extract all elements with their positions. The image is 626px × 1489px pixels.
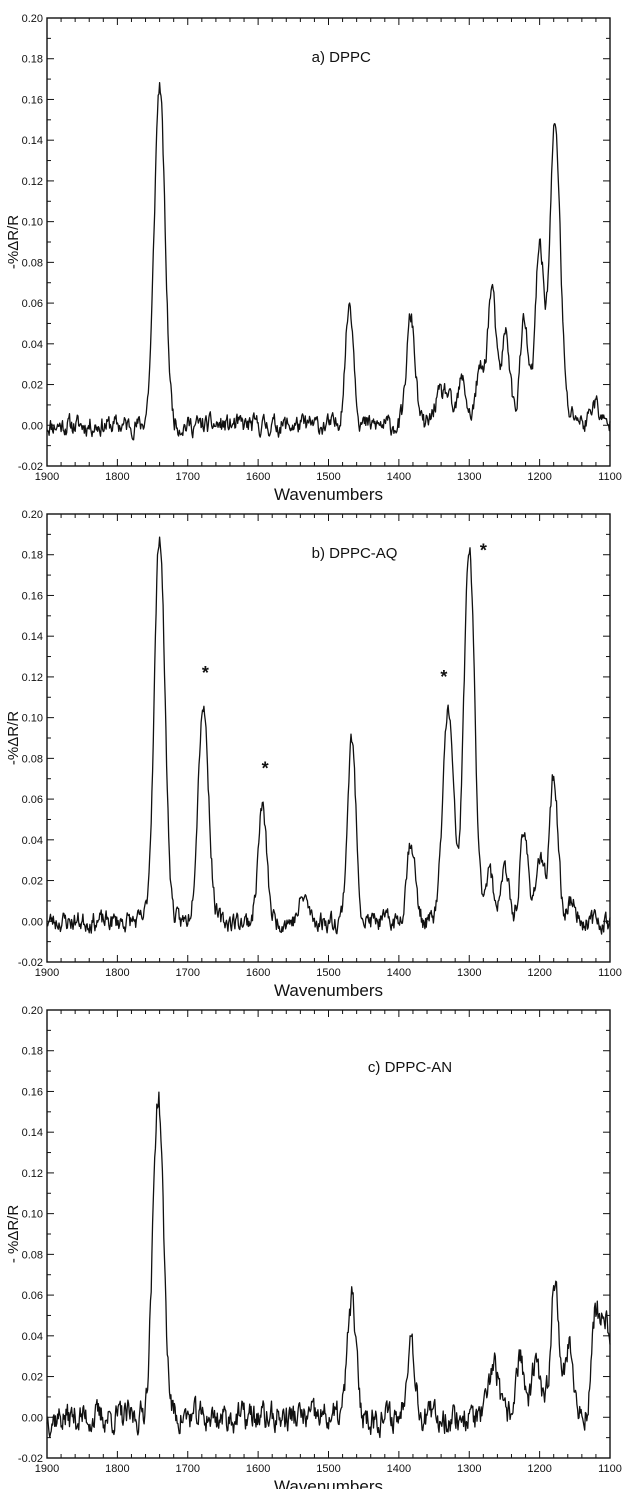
y-tick-label: 0.20 bbox=[22, 1005, 43, 1017]
plot-frame bbox=[46, 513, 611, 963]
x-tick-label: 1600 bbox=[246, 1463, 270, 1475]
y-tick-label: 0.04 bbox=[22, 1331, 43, 1343]
y-tick-label: 0.12 bbox=[22, 1168, 43, 1180]
y-tick-label: 0.14 bbox=[22, 1127, 43, 1139]
chart-a: -0.02 0.00 0.02 0.04 0.06 0.08 0.10 0.12 0.14 0.1… bbox=[5, 13, 622, 504]
x-axis-label: Wavenumbers bbox=[274, 981, 383, 1000]
y-tick-label: 0.02 bbox=[22, 876, 43, 888]
spectrum-line bbox=[46, 82, 611, 441]
y-axis-label: - %ΔR/R bbox=[5, 1205, 22, 1264]
x-tick-label: 1600 bbox=[246, 471, 270, 483]
x-axis-label: Wavenumbers bbox=[274, 1477, 383, 1489]
x-tick-label: 1200 bbox=[527, 967, 551, 979]
chart-panel-a: -0.02 0.00 0.02 0.04 0.06 0.08 0.10 0.12 0.14 0.1… bbox=[0, 0, 626, 504]
panel-title: c) DPPC-AN bbox=[368, 1059, 452, 1076]
y-tick-label: 0.20 bbox=[22, 13, 43, 25]
y-tick-label: -0.02 bbox=[18, 1453, 43, 1465]
y-tick-label: 0.08 bbox=[22, 257, 43, 269]
y-tick-label: 0.16 bbox=[22, 590, 43, 602]
x-tick-label: 1600 bbox=[246, 967, 270, 979]
x-tick-label: 1300 bbox=[457, 967, 481, 979]
y-tick-label: 0.02 bbox=[22, 1372, 43, 1384]
spectrum-line bbox=[46, 536, 611, 935]
y-tick-label: 0.02 bbox=[22, 380, 43, 392]
y-tick-label: 0.16 bbox=[22, 1086, 43, 1098]
chart-c: -0.02 0.00 0.02 0.04 0.06 0.08 0.10 0.12 0.14 0.1… bbox=[5, 1005, 622, 1489]
y-tick-label: 0.10 bbox=[22, 217, 43, 229]
x-tick-label: 1400 bbox=[387, 1463, 411, 1475]
y-tick-label: 0.08 bbox=[22, 1249, 43, 1261]
annotation-star: * bbox=[440, 667, 447, 687]
x-tick-label: 1400 bbox=[387, 967, 411, 979]
y-tick-label: 0.08 bbox=[22, 753, 43, 765]
x-tick-label: 1200 bbox=[527, 1463, 551, 1475]
y-tick-label: 0.10 bbox=[22, 1209, 43, 1221]
y-tick-label: 0.10 bbox=[22, 713, 43, 725]
x-axis-label: Wavenumbers bbox=[274, 485, 383, 504]
y-axis-label: -%ΔR/R bbox=[5, 711, 22, 765]
y-tick-label: 0.04 bbox=[22, 339, 43, 351]
y-tick-label: 0.00 bbox=[22, 1412, 43, 1424]
x-tick-label: 1800 bbox=[105, 967, 129, 979]
x-tick-label: 1200 bbox=[527, 471, 551, 483]
x-tick-label: 1700 bbox=[176, 471, 200, 483]
x-tick-label: 1900 bbox=[35, 471, 59, 483]
x-tick-label: 1100 bbox=[598, 967, 622, 979]
y-tick-label: 0.12 bbox=[22, 672, 43, 684]
x-tick-label: 1300 bbox=[457, 471, 481, 483]
x-tick-label: 1500 bbox=[316, 1463, 340, 1475]
annotation-star: * bbox=[202, 663, 209, 683]
y-tick-label: 0.00 bbox=[22, 916, 43, 928]
y-tick-label: -0.02 bbox=[18, 461, 43, 473]
annotation-star: * bbox=[480, 541, 487, 561]
y-tick-label: 0.00 bbox=[22, 420, 43, 432]
y-tick-label: 0.06 bbox=[22, 298, 43, 310]
x-tick-label: 1800 bbox=[105, 471, 129, 483]
x-tick-label: 1500 bbox=[316, 967, 340, 979]
panel-title: a) DPPC bbox=[312, 49, 371, 66]
y-tick-label: 0.06 bbox=[22, 794, 43, 806]
x-tick-label: 1100 bbox=[598, 471, 622, 483]
x-tick-label: 1800 bbox=[105, 1463, 129, 1475]
y-tick-label: -0.02 bbox=[18, 957, 43, 969]
y-tick-label: 0.12 bbox=[22, 176, 43, 188]
x-tick-label: 1100 bbox=[598, 1463, 622, 1475]
x-tick-label: 1300 bbox=[457, 1463, 481, 1475]
x-tick-label: 1700 bbox=[176, 967, 200, 979]
y-tick-label: 0.06 bbox=[22, 1290, 43, 1302]
x-tick-label: 1700 bbox=[176, 1463, 200, 1475]
panel-title: b) DPPC-AQ bbox=[312, 545, 398, 562]
chart-b: -0.02 0.00 0.02 0.04 0.06 0.08 0.10 0.12 0.14 0.1… bbox=[5, 509, 622, 1000]
chart-panel-b: -0.02 0.00 0.02 0.04 0.06 0.08 0.10 0.12 0.14 0.1… bbox=[0, 496, 626, 1000]
annotation-star: * bbox=[262, 759, 269, 779]
y-axis-label: -%ΔR/R bbox=[5, 215, 22, 269]
x-tick-label: 1900 bbox=[35, 1463, 59, 1475]
y-tick-label: 0.18 bbox=[22, 1046, 43, 1058]
y-tick-label: 0.14 bbox=[22, 631, 43, 643]
spectrum-line bbox=[46, 1091, 611, 1439]
chart-panel-c: -0.02 0.00 0.02 0.04 0.06 0.08 0.10 0.12 0.14 0.1… bbox=[0, 992, 626, 1489]
x-tick-label: 1400 bbox=[387, 471, 411, 483]
plot-frame bbox=[46, 17, 611, 467]
y-tick-label: 0.14 bbox=[22, 135, 43, 147]
y-tick-label: 0.18 bbox=[22, 54, 43, 66]
y-tick-label: 0.16 bbox=[22, 94, 43, 106]
x-tick-label: 1500 bbox=[316, 471, 340, 483]
x-tick-label: 1900 bbox=[35, 967, 59, 979]
y-tick-label: 0.20 bbox=[22, 509, 43, 521]
y-tick-label: 0.18 bbox=[22, 550, 43, 562]
y-tick-label: 0.04 bbox=[22, 835, 43, 847]
